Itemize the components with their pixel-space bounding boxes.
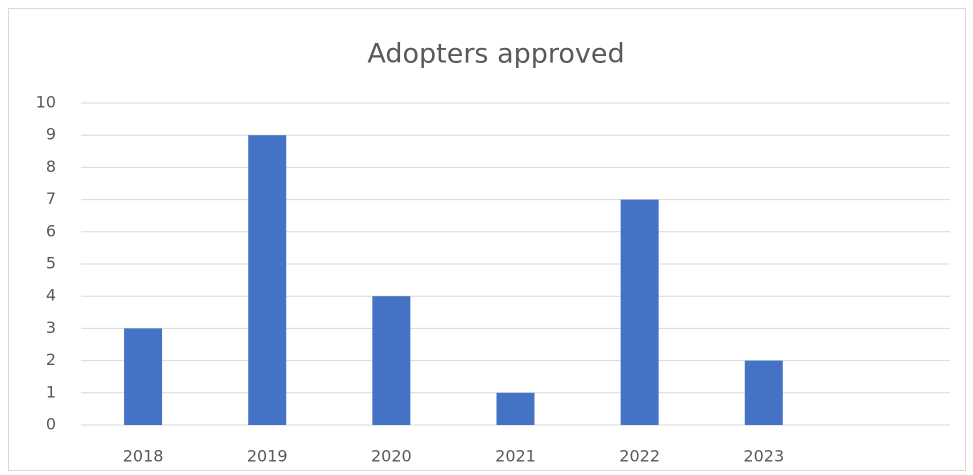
bar: [620, 199, 659, 425]
y-tick-label: 5: [46, 254, 56, 273]
bar: [496, 392, 535, 425]
y-tick-label: 7: [46, 189, 56, 208]
y-tick-label: 0: [46, 415, 56, 434]
bar: [372, 296, 411, 425]
x-tick-label: 2019: [247, 447, 288, 466]
x-tick-label: 2021: [495, 447, 536, 466]
chart-title: Adopters approved: [367, 39, 624, 70]
y-tick-label: 6: [46, 221, 56, 240]
y-tick-label: 4: [46, 286, 56, 305]
y-tick-label: 10: [36, 93, 56, 112]
x-tick-label: 2018: [123, 447, 164, 466]
y-tick-label: 8: [46, 157, 56, 176]
y-tick-label: 9: [46, 125, 56, 144]
bar: [248, 135, 287, 425]
x-tick-label: 2020: [371, 447, 412, 466]
bar: [124, 328, 163, 425]
bar: [744, 360, 783, 425]
y-tick-label: 1: [46, 382, 56, 401]
x-tick-label: 2022: [619, 447, 660, 466]
x-tick-label: 2023: [743, 447, 784, 466]
chart-border: [8, 8, 966, 471]
y-tick-label: 3: [46, 318, 56, 337]
y-tick-label: 2: [46, 350, 56, 369]
